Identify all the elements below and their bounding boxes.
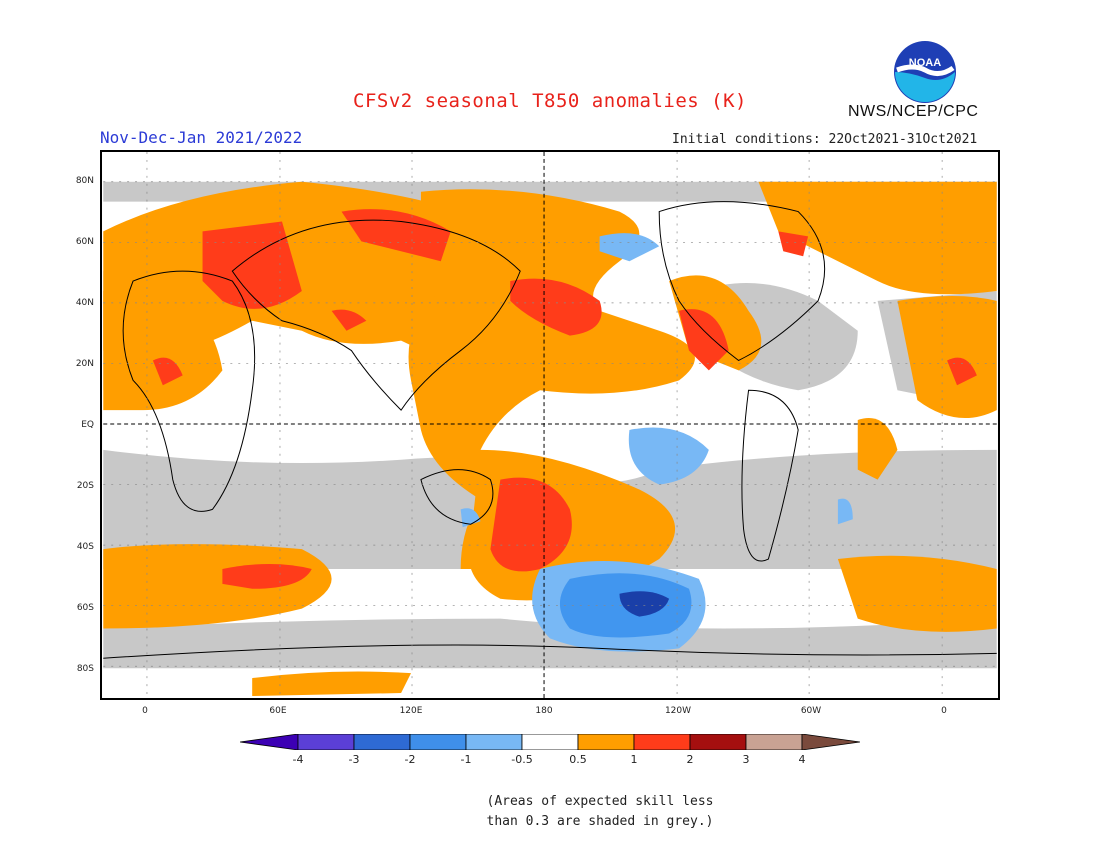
colorbar-label: -2 xyxy=(404,753,416,766)
lon-label-120w: 120W xyxy=(664,706,692,716)
colorbar-label: -1 xyxy=(460,753,472,766)
lon-label-0-east: 0 xyxy=(941,706,947,716)
colorbar-segment xyxy=(801,734,860,750)
colorbar-label: -4 xyxy=(292,753,304,766)
equator-dateline xyxy=(103,152,997,698)
lat-label-80n: 80N xyxy=(75,176,94,186)
red-anomaly-regions xyxy=(152,209,977,589)
colorbar-segment xyxy=(297,734,355,750)
colorbar-label: 1 xyxy=(630,753,638,766)
svg-text:NOAA: NOAA xyxy=(909,57,941,69)
lat-lon-grid xyxy=(103,152,997,698)
lon-label-180: 180 xyxy=(535,706,553,716)
colorbar-label: -3 xyxy=(348,753,360,766)
colorbar-segment xyxy=(633,734,691,750)
anomaly-map xyxy=(100,150,1000,700)
lat-label-20n: 20N xyxy=(75,359,94,369)
colorbar-segment xyxy=(465,734,523,750)
lon-label-0: 0 xyxy=(142,706,148,716)
lat-label-40s: 40S xyxy=(76,542,94,552)
anomaly-map-canvas xyxy=(103,152,997,698)
colorbar-segment xyxy=(577,734,635,750)
blue-anomaly-regions xyxy=(460,233,853,652)
lon-label-60e: 60E xyxy=(269,706,287,716)
colorbar-label: 2 xyxy=(686,753,694,766)
lat-label-60s: 60S xyxy=(76,603,94,613)
colorbar-segment xyxy=(689,734,747,750)
initial-conditions: Initial conditions: 22Oct2021-31Oct2021 xyxy=(672,132,978,147)
colorbar-segment xyxy=(521,734,579,750)
colorbar-label: 3 xyxy=(742,753,750,766)
lat-label-40n: 40N xyxy=(75,298,94,308)
lat-label-60n: 60N xyxy=(75,237,94,247)
colorbar-label: -0.5 xyxy=(511,753,533,766)
noaa-logo-icon: NOAA xyxy=(894,41,956,103)
colorbar-segment xyxy=(240,734,299,750)
skill-note-line-1: (Areas of expected skill less xyxy=(486,794,714,809)
coastline-outlines xyxy=(103,201,997,659)
colorbar-label: 0.5 xyxy=(569,753,587,766)
lat-label-20s: 20S xyxy=(76,481,94,491)
lon-label-120e: 120E xyxy=(399,706,423,716)
colorbar-segment xyxy=(353,734,411,750)
lon-label-60w: 60W xyxy=(800,706,822,716)
agency-label: NWS/NCEP/CPC xyxy=(848,103,979,120)
skill-note-line-2: than 0.3 are shaded in grey.) xyxy=(486,814,714,829)
forecast-period: Nov-Dec-Jan 2021/2022 xyxy=(100,128,303,147)
map-title: CFSv2 seasonal T850 anomalies (K) xyxy=(353,90,747,112)
colorbar-label: 4 xyxy=(798,753,806,766)
colorbar xyxy=(240,734,860,750)
lat-label-80s: 80S xyxy=(76,664,94,674)
lat-label-eq: EQ xyxy=(81,420,94,430)
skill-note: (Areas of expected skill less than 0.3 a… xyxy=(440,792,760,832)
colorbar-segment xyxy=(745,734,803,750)
colorbar-segment xyxy=(409,734,467,750)
